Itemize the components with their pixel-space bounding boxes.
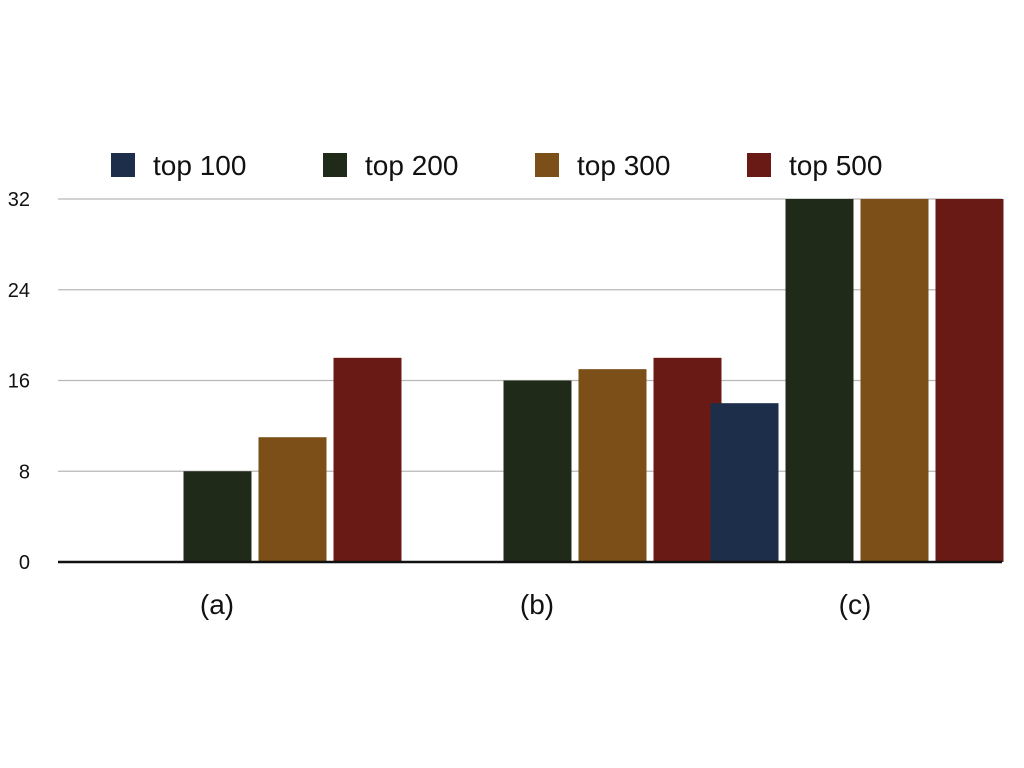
legend-swatch [747,153,771,177]
legend: top 100 top 200 top 300 top 500 [111,150,882,181]
bar-top-500-1 [653,357,722,562]
bar-top-300-1 [578,369,647,562]
y-tick-label: 24 [8,280,30,302]
bar-top-500-2 [935,199,1004,562]
legend-swatch [111,153,135,177]
legend-label: top 500 [789,150,882,181]
bar-top-300-0 [258,437,327,562]
x-category-label: (c) [839,589,872,620]
legend-label: top 300 [577,150,670,181]
legend-label: top 200 [365,150,458,181]
bars [183,199,1004,562]
bar-top-200-1 [503,380,572,562]
y-axis-ticks: 0 8 16 24 32 [8,189,30,574]
legend-swatch [535,153,559,177]
x-category-label: (b) [520,589,554,620]
bar-top-200-2 [785,199,854,562]
x-category-label: (a) [200,589,234,620]
bar-top-300-2 [860,199,929,562]
bar-top-200-0 [183,471,252,562]
x-axis-labels: (a) (b) (c) [200,589,871,620]
legend-swatch [323,153,347,177]
bar-top-500-0 [333,357,402,562]
y-tick-label: 16 [8,371,30,393]
bar-top-100-2 [710,403,779,562]
y-tick-label: 32 [8,189,30,211]
y-tick-label: 8 [19,461,30,483]
legend-label: top 100 [153,150,246,181]
y-tick-label: 0 [19,552,30,574]
